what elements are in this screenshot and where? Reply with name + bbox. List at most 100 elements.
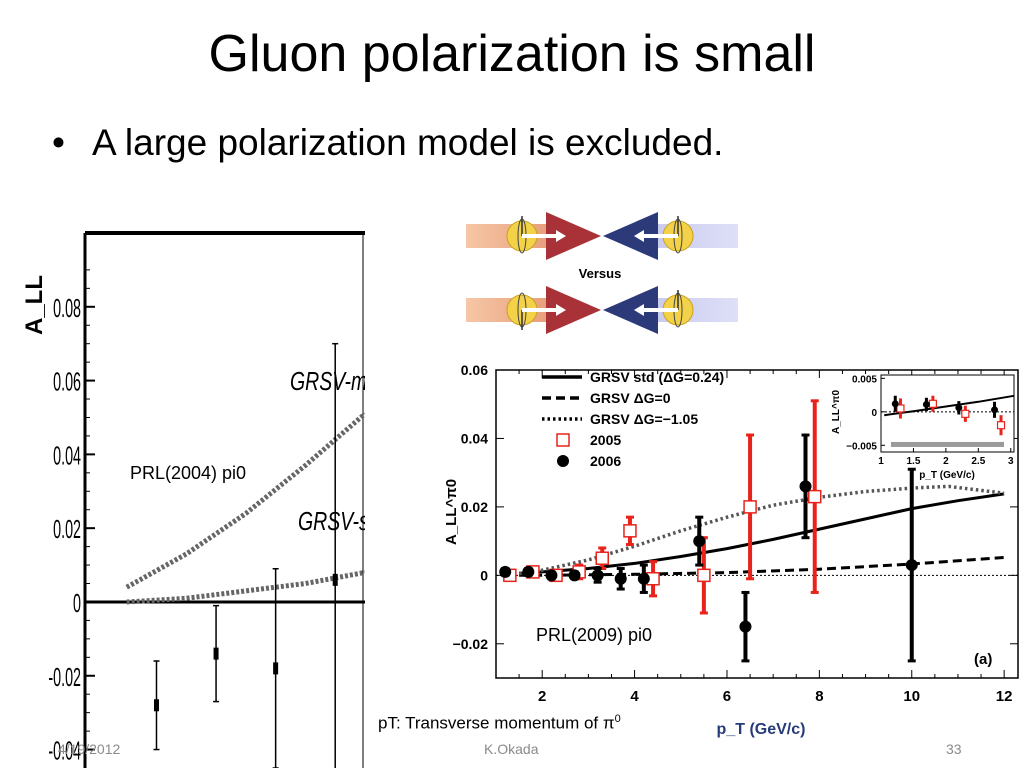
right-chart-point-2006 [522,565,535,578]
inset-point-2005 [961,409,970,418]
footer-author: K.Okada [484,741,539,757]
beam-right-arrowhead [603,212,658,260]
beam-left-arrowhead [546,286,601,334]
spin-collision-diagram: Versus [466,212,738,334]
footer-page-number: 33 [946,741,962,757]
left-chart-curve-label: GRSV-max [290,366,365,395]
slide-title: Gluon polarization is small [208,25,816,83]
left-chart-y-tick-label: -0.02 [48,663,81,692]
inset-y-tick-label: 0.005 [852,374,877,385]
right-chart-point-2006 [499,565,512,578]
versus-label: Versus [579,266,622,281]
inset-point-2005 [896,404,905,413]
bullet-dot: • [52,122,65,163]
bullet-text: A large polarization model is excluded. [92,122,724,163]
right-chart-point-2005 [623,524,637,538]
right-chart-y-axis-label: A_LL^π0 [443,479,460,545]
right-chart-point-2005 [743,500,757,514]
left-chart-caption: PRL(2004) pi0 [130,463,247,483]
beam-left-arrowhead [546,212,601,260]
right-chart-point-2006 [799,480,812,493]
right-chart-x-tick-label: 2 [538,688,546,705]
left-chart-theory-curve-max [125,411,365,590]
right-chart-y-tick-label: 0 [480,567,488,583]
right-chart-curve-dotted [518,484,1005,576]
momentum-arrowhead [556,230,566,242]
inset-x-tick-label: 2 [943,456,949,467]
right-chart-point-2005 [697,568,711,583]
right-chart-caption: PRL(2009) pi0 [536,625,653,645]
momentum-arrowhead [634,304,644,316]
right-chart-point-2006 [591,569,604,582]
right-chart-x-tick-label: 10 [903,688,920,705]
right-chart-x-tick-label: 4 [630,688,639,705]
right-chart-point-2006 [545,569,558,582]
left-chart-data-point [213,647,219,660]
left-chart-curve-label: GRSV-std [298,506,365,535]
right-chart-y-tick-label: 0.02 [461,499,488,515]
inset-point-2006 [991,406,999,414]
left-chart-y-tick-label: 0 [73,590,81,619]
right-chart-legend: GRSV std (ΔG=0.24) GRSV ΔG=0 GRSV ΔG=−1.05… [542,369,724,469]
left-chart-theory-curve-std [126,569,365,605]
inset-point-2006 [922,400,930,408]
pt-note-text: pT: Transverse momentum of π [378,713,615,733]
right-chart-x-tick-label: 8 [815,688,823,705]
spin-row-1 [466,212,738,260]
right-chart-point-2006 [693,535,706,548]
left-chart-y-tick-label: -0.04 [48,737,81,766]
legend-label: 2005 [590,432,621,448]
right-chart-y-tick-label: 0.06 [461,362,488,378]
right-chart-y-tick-label: −0.02 [453,636,489,652]
pt-note-sup: 0 [614,713,621,725]
legend-marker-2005 [556,433,570,447]
right-chart-frame [495,369,1019,679]
right-chart-point-2006 [637,572,650,585]
inset-y-tick-label: −0.005 [846,441,877,452]
pt-note: pT: Transverse momentum of π0 [378,708,621,735]
right-chart-x-axis-label: p_T (GeV/c) [717,721,806,738]
left-chart-y-axis-label: A_LL [21,275,48,335]
inset-x-tick-label: 1.5 [906,456,920,467]
inset-point-2005 [928,399,938,408]
left-chart-y-tick-label: 0.08 [53,294,81,323]
inset-point-2006 [891,400,899,408]
right-chart-x-tick-label: 6 [723,688,731,705]
inset-x-tick-label: 2.5 [971,456,985,467]
right-chart-y-tick-label: 0.04 [461,430,488,446]
legend-label: GRSV ΔG=−1.05 [590,411,698,427]
right-chart-point-2006 [905,559,918,572]
bullet-item: • A large polarization model is excluded. [52,118,723,168]
beam-right-arrowhead [603,286,658,334]
footer-date: 4/19/2012 [58,741,121,757]
momentum-arrowhead [556,304,566,316]
right-chart-inset: −0.005 0 0.005 1 1.5 2 2.5 3 p_T (GeV/c) A_LL^π0 [831,374,1015,481]
right-chart-point-2006 [739,620,752,633]
momentum-arrowhead [634,230,644,242]
left-chart-data-point [273,662,279,675]
inset-x-tick-label: 1 [878,456,884,467]
spin-row-2 [466,286,738,334]
inset-point-2006 [955,404,963,412]
right-chart-x-tick-label: 12 [996,688,1013,705]
right-chart-point-2005 [595,551,609,565]
right-chart-point-2006 [614,572,627,585]
left-chart-prl2004: -0.04 -0.02 0 0.02 0.04 0.06 0.08A_LL GRSV-max G… [21,231,365,768]
inset-y-tick-label: 0 [871,408,877,419]
left-chart-data-point [153,699,159,712]
legend-marker-2006 [557,455,569,467]
inset-x-axis-label: p_T (GeV/c) [919,470,975,481]
legend-label: GRSV ΔG=0 [590,390,671,406]
legend-label: 2006 [590,453,621,469]
inset-systematic-band [891,441,1004,447]
left-chart-y-tick-label: 0.04 [53,442,81,471]
left-chart-y-tick-label: 0.06 [53,368,81,397]
right-chart-point-2006 [568,569,581,582]
right-chart-panel-label: (a) [974,651,992,668]
left-chart-y-tick-label: 0.02 [53,516,81,545]
right-chart-point-2005 [807,489,822,504]
left-chart-data-point [332,573,338,586]
inset-point-2005 [996,421,1006,430]
inset-x-tick-label: 3 [1008,456,1014,467]
